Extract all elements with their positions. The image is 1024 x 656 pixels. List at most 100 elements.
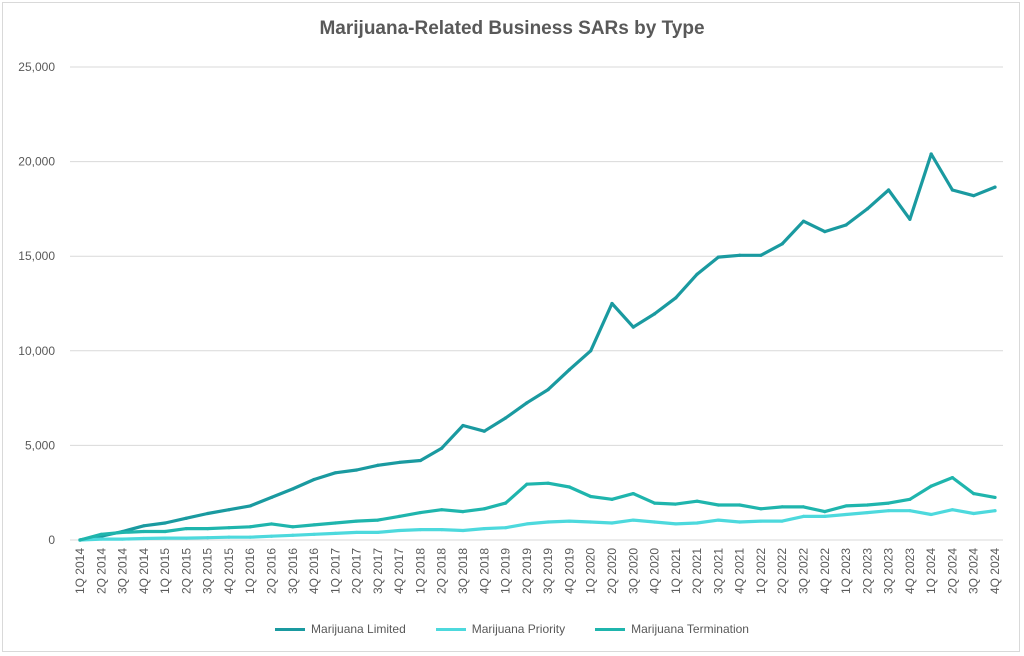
data-point — [376, 518, 380, 522]
x-tick-label: 1Q 2017 — [328, 548, 342, 594]
data-point — [482, 429, 486, 433]
x-tick-label: 3Q 2022 — [796, 548, 810, 594]
data-point — [567, 368, 572, 372]
data-point — [716, 255, 720, 259]
data-point — [674, 522, 678, 526]
data-point — [610, 497, 614, 501]
data-point — [887, 188, 891, 192]
data-point — [716, 503, 720, 507]
x-tick-label: 1Q 2014 — [73, 548, 87, 594]
data-point — [908, 217, 912, 221]
x-tick-label: 3Q 2015 — [201, 548, 215, 594]
x-tick-label: 3Q 2017 — [371, 548, 385, 594]
data-point — [418, 458, 423, 463]
data-point — [142, 524, 146, 528]
x-tick-label: 4Q 2021 — [733, 548, 747, 594]
data-point — [631, 325, 635, 329]
x-tick-label: 4Q 2018 — [477, 548, 491, 594]
data-point — [780, 519, 784, 523]
data-point — [525, 522, 529, 526]
data-point — [376, 463, 380, 467]
x-tick-label: 4Q 2022 — [818, 548, 832, 594]
y-tick-label: 15,000 — [18, 249, 55, 263]
data-point — [929, 152, 933, 156]
x-tick-label: 2Q 2020 — [605, 548, 619, 594]
data-point — [291, 525, 295, 529]
data-point — [759, 253, 763, 257]
data-point — [227, 535, 231, 539]
data-point — [823, 510, 827, 514]
x-tick-label: 2Q 2023 — [860, 548, 874, 594]
series-line-marijuana-limited — [78, 152, 997, 542]
data-point — [546, 520, 550, 524]
data-point — [589, 494, 593, 499]
data-point — [99, 532, 103, 536]
data-point — [248, 535, 252, 539]
data-point — [269, 495, 274, 500]
y-tick-label: 0 — [48, 533, 55, 547]
data-point — [993, 185, 997, 189]
data-point — [503, 501, 508, 505]
x-tick-label: 4Q 2017 — [392, 548, 406, 594]
x-tick-label: 1Q 2021 — [669, 548, 683, 594]
data-point — [355, 519, 359, 523]
x-tick-label: 3Q 2024 — [967, 548, 981, 594]
data-point — [950, 188, 955, 192]
data-point — [163, 521, 167, 525]
data-point — [120, 537, 125, 541]
x-tick-label: 4Q 2015 — [222, 548, 236, 594]
data-point — [440, 527, 444, 532]
data-point — [759, 519, 763, 523]
data-point — [929, 512, 933, 517]
data-point — [865, 207, 869, 211]
x-tick-label: 3Q 2019 — [541, 548, 555, 594]
x-tick-label: 3Q 2023 — [882, 548, 896, 594]
data-point — [546, 481, 550, 485]
data-point — [844, 504, 848, 508]
legend-item: Marijuana Priority — [435, 622, 566, 636]
data-point — [972, 511, 976, 516]
data-point — [908, 509, 912, 513]
data-point — [206, 527, 210, 531]
legend-label: Marijuana Priority — [471, 622, 566, 636]
data-point — [418, 510, 423, 515]
data-point — [844, 223, 848, 227]
data-point — [972, 194, 976, 198]
data-point — [461, 510, 465, 514]
x-tick-label: 1Q 2020 — [584, 548, 598, 594]
legend-swatch — [435, 627, 466, 631]
data-point — [440, 508, 444, 512]
data-point — [525, 401, 529, 405]
x-tick-label: 3Q 2016 — [286, 548, 300, 594]
data-point — [355, 468, 359, 472]
data-point — [291, 487, 295, 491]
data-point — [801, 219, 806, 223]
data-point — [333, 471, 337, 475]
data-point — [972, 492, 976, 496]
x-tick-label: 4Q 2024 — [988, 548, 1002, 594]
data-point — [695, 521, 699, 525]
x-tick-label: 1Q 2016 — [243, 548, 257, 594]
data-point — [248, 525, 252, 529]
data-point — [482, 527, 486, 531]
data-point — [461, 423, 465, 428]
x-tick-label: 2Q 2017 — [350, 548, 364, 594]
y-tick-label: 25,000 — [18, 60, 55, 74]
x-tick-label: 2Q 2018 — [435, 548, 449, 594]
data-point — [652, 520, 657, 524]
data-point — [738, 503, 742, 507]
data-point — [312, 477, 316, 482]
data-point — [333, 521, 337, 525]
data-point — [631, 518, 635, 522]
data-point — [823, 514, 827, 518]
y-tick-label: 10,000 — [18, 344, 55, 358]
data-point — [142, 529, 146, 534]
x-tick-label: 2Q 2022 — [775, 548, 789, 594]
data-point — [163, 529, 167, 534]
data-point — [738, 520, 742, 524]
data-point — [397, 514, 401, 518]
x-tick-label: 3Q 2014 — [116, 548, 130, 594]
x-tick-label: 3Q 2021 — [711, 548, 725, 594]
x-tick-label: 4Q 2020 — [648, 548, 662, 594]
